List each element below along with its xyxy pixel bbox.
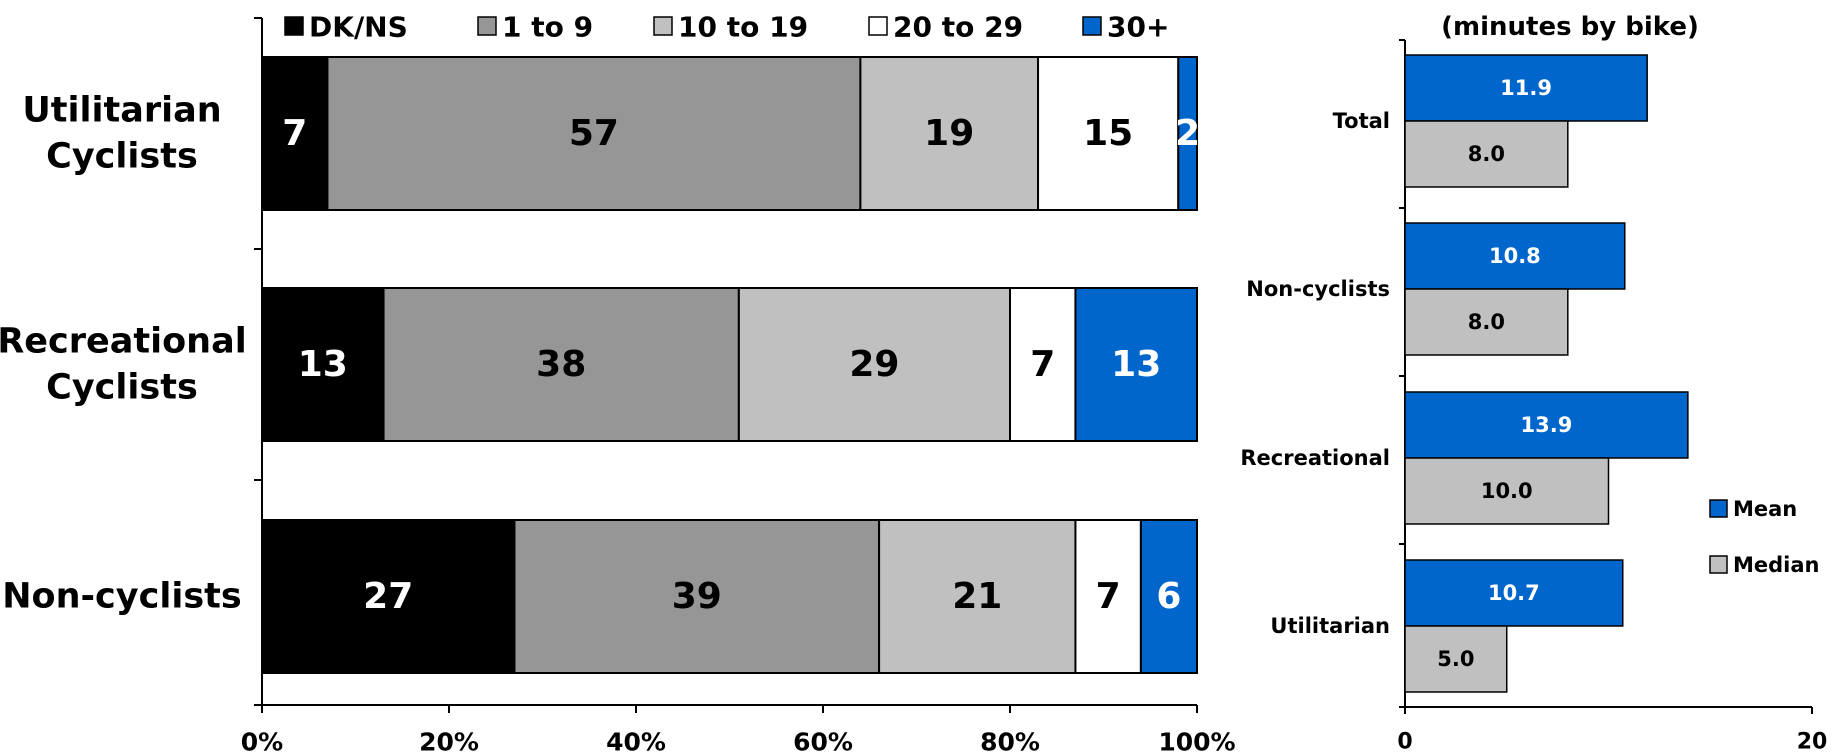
x-tick-label-0: 0 [1397, 730, 1412, 755]
legend-label-1-to-9: 1 to 9 [502, 11, 593, 44]
x-tick-label-0: 0% [241, 728, 283, 755]
legend-label-10-to-19: 10 to 19 [678, 11, 808, 44]
data-label-utilitarian-cyclists-10-to-19: 19 [924, 113, 974, 154]
data-label-recreational-cyclists-dk-ns: 13 [298, 344, 348, 385]
x-tick-label-100: 100% [1158, 728, 1235, 755]
bar-utilitarian-cyclists-1-to-9 [326, 56, 862, 211]
bar-utilitarian-cyclists-20-to-29 [1037, 56, 1180, 211]
bar-non-cyclists-median [1404, 288, 1569, 356]
bar-total-median [1404, 120, 1569, 188]
legend-swatch-mean [1709, 499, 1728, 518]
category-label-recreational-cyclists-line-1: Recreational [0, 322, 247, 362]
data-label-utilitarian-cyclists-20-to-29: 15 [1083, 113, 1133, 154]
data-label-recreational-cyclists-1-to-9: 38 [536, 344, 586, 385]
category-label-utilitarian: Utilitarian [1270, 614, 1390, 638]
bar-non-cyclists-10-to-19 [878, 519, 1077, 674]
legend-label-mean: Mean [1733, 497, 1797, 521]
bar-recreational-cyclists-30 [1074, 287, 1198, 442]
category-label-utilitarian-cyclists-line-2: Cyclists [46, 137, 198, 177]
category-label-recreational: Recreational [1240, 446, 1390, 470]
data-label-total-mean: 11.9 [1500, 76, 1552, 100]
legend-swatch-median [1709, 555, 1728, 574]
x-tick-label-60: 60% [793, 728, 853, 755]
x-tick-label-80: 80% [980, 728, 1040, 755]
data-label-total-median: 8.0 [1468, 142, 1505, 166]
legend-label-dk-ns: DK/NS [309, 11, 408, 44]
bar-non-cyclists-30 [1139, 519, 1199, 674]
bar-recreational-cyclists-20-to-29 [1009, 287, 1077, 442]
bar-total-mean [1404, 54, 1648, 122]
legend-label-30: 30+ [1107, 11, 1169, 44]
legend-swatch-20-to-29 [868, 16, 888, 36]
bar-recreational-cyclists-10-to-19 [737, 287, 1011, 442]
category-label-non-cyclists: Non-cyclists [1246, 277, 1390, 301]
data-label-recreational-mean: 13.9 [1521, 413, 1573, 437]
data-label-recreational-cyclists-20-to-29: 7 [1030, 344, 1055, 385]
category-label-recreational-cyclists-line-2: Cyclists [46, 368, 198, 408]
data-label-utilitarian-cyclists-30: 2 [1175, 113, 1200, 154]
category-label-utilitarian-cyclists-line-1: Utilitarian [22, 91, 221, 131]
legend-swatch-1-to-9 [477, 16, 497, 36]
data-label-non-cyclists-mean: 10.8 [1489, 244, 1541, 268]
data-label-utilitarian-median: 5.0 [1437, 647, 1474, 671]
bar-non-cyclists-20-to-29 [1074, 519, 1142, 674]
data-label-utilitarian-mean: 10.7 [1488, 581, 1540, 605]
chart-title: (minutes by bike) [1441, 12, 1699, 42]
bar-utilitarian-cyclists-dk-ns [261, 56, 329, 211]
data-label-non-cyclists-10-to-19: 21 [952, 576, 1002, 617]
bar-recreational-cyclists-1-to-9 [382, 287, 740, 442]
x-tick-label-20: 20 [1797, 730, 1828, 755]
data-label-recreational-cyclists-10-to-19: 29 [849, 344, 899, 385]
category-label-non-cyclists: Non-cyclists [2, 577, 241, 617]
data-label-non-cyclists-dk-ns: 27 [363, 576, 413, 617]
bar-utilitarian-cyclists-10-to-19 [859, 56, 1040, 211]
data-label-non-cyclists-median: 8.0 [1468, 310, 1505, 334]
x-tick-label-40: 40% [606, 728, 666, 755]
data-label-recreational-median: 10.0 [1481, 479, 1533, 503]
bar-non-cyclists-1-to-9 [513, 519, 881, 674]
bar-non-cyclists-dk-ns [261, 519, 516, 674]
legend-swatch-10-to-19 [653, 16, 673, 36]
bar-utilitarian-mean [1404, 559, 1624, 627]
legend-label-20-to-29: 20 to 29 [893, 11, 1023, 44]
data-label-utilitarian-cyclists-dk-ns: 7 [282, 113, 307, 154]
category-label-total: Total [1333, 109, 1390, 133]
data-label-non-cyclists-1-to-9: 39 [672, 576, 722, 617]
data-label-non-cyclists-30: 6 [1156, 576, 1181, 617]
bar-utilitarian-median [1404, 625, 1508, 693]
legend-swatch-dk-ns [284, 16, 304, 36]
legend-label-median: Median [1733, 553, 1820, 577]
data-label-utilitarian-cyclists-1-to-9: 57 [569, 113, 619, 154]
bar-recreational-mean [1404, 391, 1689, 459]
legend-swatch-30 [1082, 16, 1102, 36]
bar-utilitarian-cyclists-30 [1177, 56, 1199, 211]
data-label-non-cyclists-20-to-29: 7 [1096, 576, 1121, 617]
right-grouped-bar-chart: (minutes by bike) 0 20 11.9 8.0 Total 10.8 8.0 N… [1240, 12, 1827, 755]
data-label-recreational-cyclists-30: 13 [1111, 344, 1161, 385]
bar-non-cyclists-mean [1404, 222, 1626, 290]
bar-recreational-cyclists-dk-ns [261, 287, 385, 442]
bar-recreational-median [1404, 457, 1610, 525]
left-stacked-bar-chart: 0% 20% 40% 60% 80% 100% 7 57 19 15 2 Utilitarian Cyc… [0, 11, 1236, 755]
x-tick-label-20: 20% [419, 728, 479, 755]
